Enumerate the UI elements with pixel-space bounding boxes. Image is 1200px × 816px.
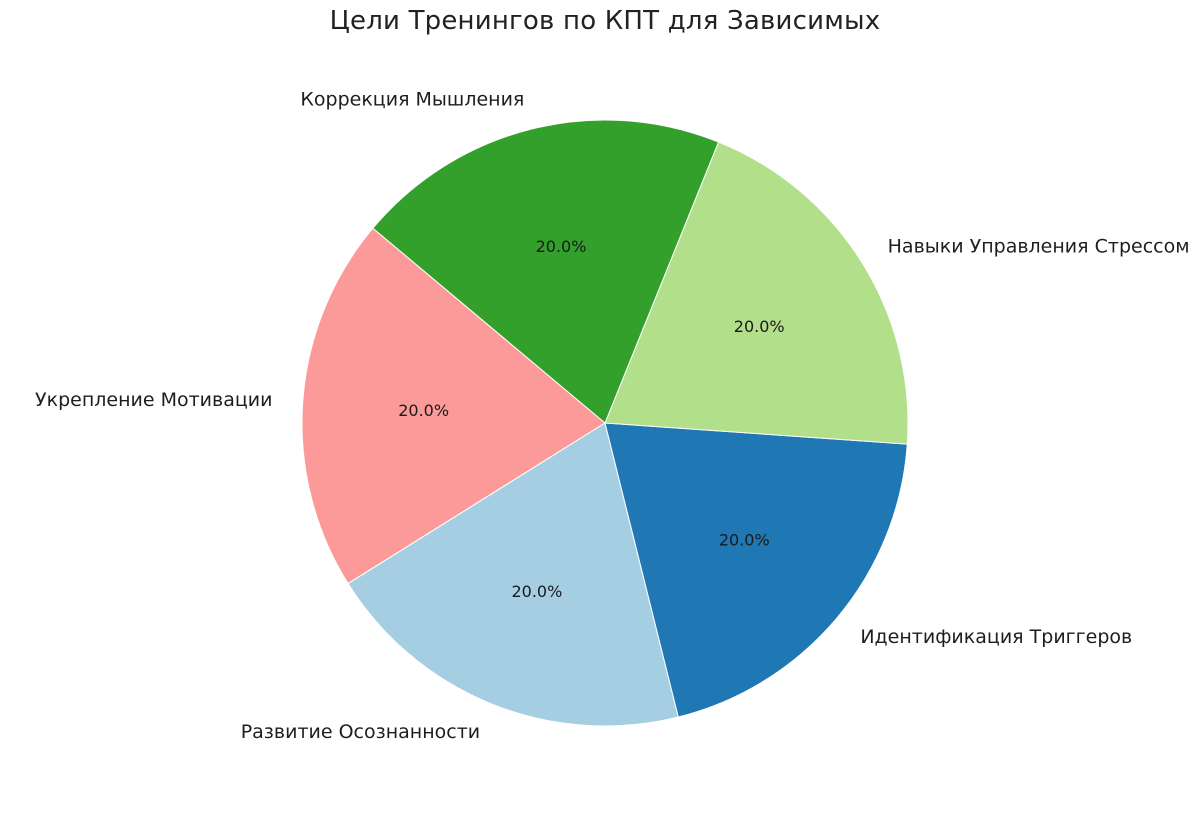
slice-percent-label: 20.0%: [536, 237, 587, 256]
slice-category-label: Коррекция Мышления: [300, 89, 524, 111]
slices-layer: [301, 119, 909, 727]
chart-title: Цели Тренингов по КПТ для Зависимых: [329, 6, 881, 36]
pie-slice-3: [604, 422, 908, 718]
pie-slice-2: [347, 422, 679, 727]
slice-percent-label: 20.0%: [734, 317, 785, 336]
slice-category-label: Навыки Управления Стрессом: [888, 235, 1190, 257]
slice-category-label: Укрепление Мотивации: [35, 389, 272, 411]
slice-percent-label: 20.0%: [398, 401, 449, 420]
pie-slice-4: [604, 141, 909, 445]
labels-layer: 20.0% Укрепление Мотивации 20.0% Развитие О…: [35, 89, 1190, 743]
slice-category-label: Идентификация Триггеров: [860, 626, 1132, 648]
pie-slice-1: [301, 227, 606, 585]
slice-category-label: Развитие Осознанности: [241, 721, 480, 743]
pie-slice-5: [372, 119, 720, 424]
slice-percent-label: 20.0%: [719, 530, 770, 549]
slice-percent-label: 20.0%: [511, 582, 562, 601]
